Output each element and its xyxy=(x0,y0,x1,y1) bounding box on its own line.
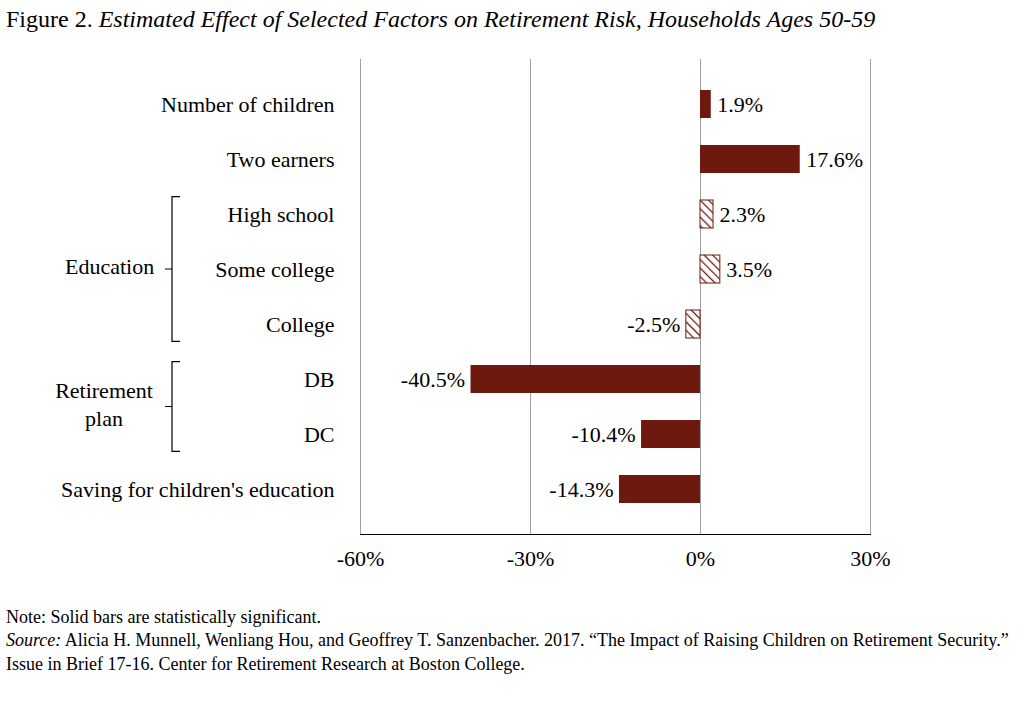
svg-text:2.3%: 2.3% xyxy=(720,202,766,227)
svg-text:3.5%: 3.5% xyxy=(726,257,772,282)
svg-text:1.9%: 1.9% xyxy=(717,92,763,117)
svg-text:DC: DC xyxy=(304,422,335,447)
svg-text:-14.3%: -14.3% xyxy=(549,477,613,502)
svg-text:0%: 0% xyxy=(686,546,715,571)
html-text:Figure 2. Estimated Effect of: Figure 2. Estimated Effect of Selected F… xyxy=(6,6,876,32)
svg-text:College: College xyxy=(266,312,334,337)
svg-text:17.6%: 17.6% xyxy=(806,147,863,172)
svg-text:Some college: Some college xyxy=(215,257,334,282)
svg-text:Two earners: Two earners xyxy=(227,147,335,172)
svg-text:30%: 30% xyxy=(850,546,890,571)
svg-text:Saving for children's educatio: Saving for children's education xyxy=(61,477,334,502)
svg-text:-30%: -30% xyxy=(507,546,555,571)
svg-text:-2.5%: -2.5% xyxy=(627,312,680,337)
svg-text:-10.4%: -10.4% xyxy=(571,422,635,447)
svg-text:Retirementplan: Retirementplan xyxy=(55,378,153,431)
svg-text:Number of children: Number of children xyxy=(161,92,335,117)
html-text:Note: Solid bars are statistic: Note: Solid bars are statistically signi… xyxy=(6,607,321,627)
svg-text:-60%: -60% xyxy=(337,546,385,571)
svg-text:High school: High school xyxy=(228,202,335,227)
svg-text:-40.5%: -40.5% xyxy=(401,367,465,392)
svg-text:DB: DB xyxy=(304,367,335,392)
svg-text:Education: Education xyxy=(65,254,154,279)
html-text:Source: Alicia H. Munnell, Wen: Source: Alicia H. Munnell, Wenliang Hou,… xyxy=(6,630,1009,674)
